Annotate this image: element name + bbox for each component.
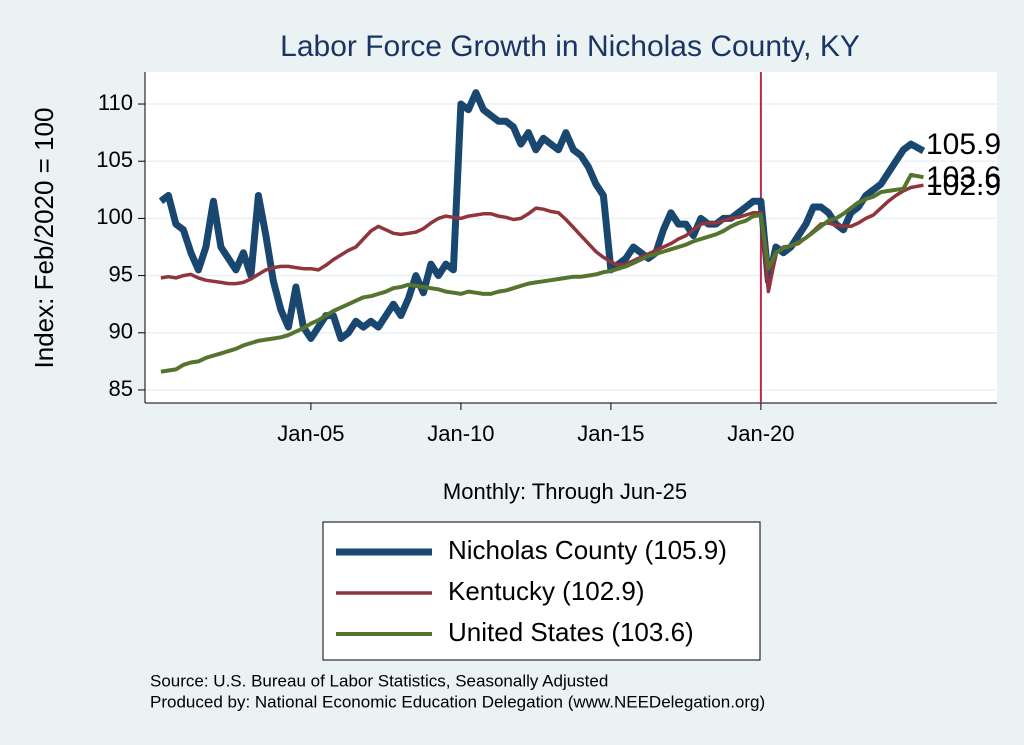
end-label: 102.9 [926,169,1001,202]
y-tick-label: 85 [109,376,133,401]
y-tick-label: 105 [96,147,133,172]
y-tick-label: 90 [109,319,133,344]
source-note: Produced by: National Economic Education… [150,692,765,711]
chart-title: Labor Force Growth in Nicholas County, K… [280,30,860,63]
plot-area [145,72,997,403]
y-tick-label: 100 [96,204,133,229]
legend-label: Kentucky (102.9) [448,576,645,606]
x-tick-label: Jan-10 [427,421,494,446]
series-line [160,172,924,374]
x-axis-label: Monthly: Through Jun-25 [443,479,687,504]
x-tick-label: Jan-15 [577,421,644,446]
legend-label: United States (103.6) [448,617,694,647]
end-label: 103.6 [926,161,1001,194]
x-tick-label: Jan-20 [727,421,794,446]
legend [322,521,761,661]
legend-label: Nicholas County (105.9) [448,535,727,565]
end-label: 105.9 [926,128,1001,161]
y-axis-label: Index: Feb/2020 = 100 [29,108,59,369]
y-tick-label: 110 [98,90,133,115]
y-tick-label: 95 [109,261,133,286]
x-tick-label: Jan-05 [277,421,344,446]
source-note: Source: U.S. Bureau of Labor Statistics,… [150,671,608,690]
